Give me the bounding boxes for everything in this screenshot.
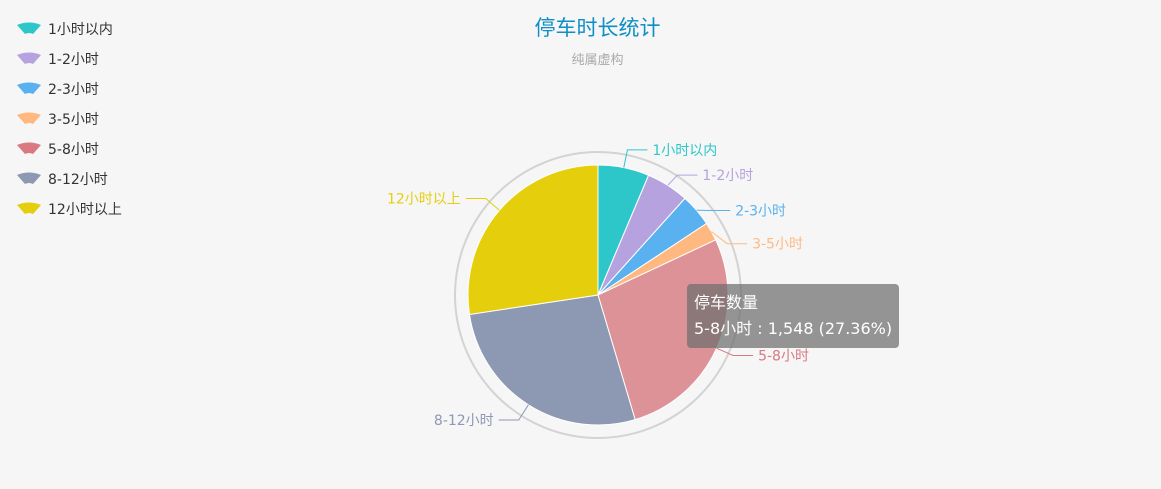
legend-label: 8-12小时 — [48, 172, 108, 188]
legend-item-4[interactable]: 5-8小时 — [16, 134, 122, 164]
pie-slice-5[interactable] — [468, 294, 636, 426]
slice-label-line-3 — [711, 231, 748, 245]
legend-swatch-icon — [16, 82, 42, 96]
pie-slice-6[interactable] — [467, 164, 599, 316]
legend-swatch-icon — [16, 52, 42, 66]
legend-swatch-icon — [16, 112, 42, 126]
slice-label-4: 5-8小时 — [758, 349, 809, 365]
legend-swatch-icon — [16, 172, 42, 186]
tooltip-title: 停车数量 — [694, 293, 759, 312]
slice-label-line-5 — [498, 404, 529, 421]
legend-item-1[interactable]: 1-2小时 — [16, 44, 122, 74]
slice-label-6: 12小时以上 — [387, 192, 461, 208]
chart-title: 停车时长统计 — [534, 16, 661, 40]
slice-label-line-0 — [623, 149, 648, 168]
legend-label: 3-5小时 — [48, 112, 99, 128]
slice-label-5: 8-12小时 — [434, 413, 494, 429]
legend-item-5[interactable]: 8-12小时 — [16, 164, 122, 194]
slice-label-1: 1-2小时 — [702, 168, 753, 184]
slice-label-3: 3-5小时 — [752, 237, 803, 253]
legend-swatch-icon — [16, 202, 42, 216]
legend-label: 1-2小时 — [48, 52, 99, 68]
legend-label: 12小时以上 — [48, 202, 122, 218]
slice-label-line-1 — [667, 174, 698, 186]
legend-item-0[interactable]: 1小时以内 — [16, 14, 122, 44]
tooltip-text: 5-8小时 : 1,548 (27.36%) — [694, 319, 893, 338]
slice-label-line-4 — [716, 347, 754, 356]
legend-item-6[interactable]: 12小时以上 — [16, 194, 122, 224]
legend-label: 5-8小时 — [48, 142, 99, 158]
legend-label: 2-3小时 — [48, 82, 99, 98]
legend-label: 1小时以内 — [48, 22, 113, 38]
legend: 1小时以内 1-2小时 2-3小时 3-5小时 5-8小时 8-12小时 12小… — [16, 14, 122, 224]
legend-item-2[interactable]: 2-3小时 — [16, 74, 122, 104]
slice-label-line-6 — [465, 198, 500, 211]
legend-swatch-icon — [16, 142, 42, 156]
tooltip: 停车数量 5-8小时 : 1,548 (27.36%) — [687, 284, 900, 348]
slice-label-2: 2-3小时 — [735, 204, 786, 220]
chart-subtitle: 纯属虚构 — [571, 53, 624, 68]
legend-swatch-icon — [16, 22, 42, 36]
slice-label-0: 1小时以内 — [652, 143, 717, 159]
legend-item-3[interactable]: 3-5小时 — [16, 104, 122, 134]
